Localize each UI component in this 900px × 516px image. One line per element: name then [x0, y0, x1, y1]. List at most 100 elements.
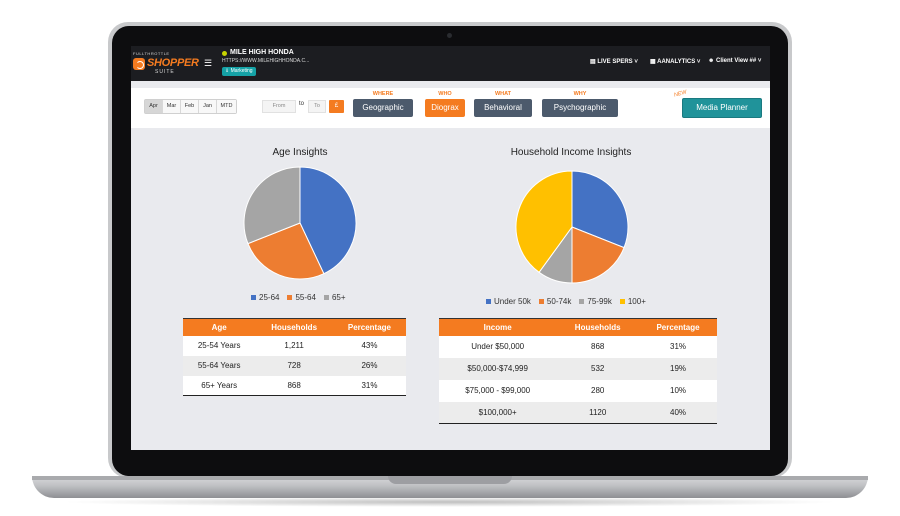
table-cell: 25-54 Years [183, 335, 256, 356]
segment-button-behavioral[interactable]: Behavioral [474, 99, 532, 117]
table-cell: $100,000+ [439, 401, 557, 424]
income-legend-item: 50-74k [538, 297, 572, 306]
pie-slice-25-64 [299, 166, 357, 275]
table-cell: 1,211 [255, 335, 333, 356]
income-table: Income Households Percentage Under $50,0… [439, 318, 717, 424]
table-cell: 31% [332, 375, 406, 396]
table-cell: 40% [639, 401, 717, 424]
marketing-tag-button[interactable]: ⇓ Marketing [222, 67, 256, 76]
column-header: Percentage [332, 318, 406, 336]
nav-client-view[interactable]: ☻ Client View ## ˅ [708, 58, 762, 64]
table-cell: 868 [255, 375, 333, 396]
nav-live-label: LIVE SPERS [597, 59, 633, 65]
table-cell: $75,000 - $99,000 [439, 379, 557, 402]
income-legend-label: 50-74k [546, 297, 572, 306]
legend-swatch [486, 299, 491, 304]
filter-toolbar: Apr Mar Feb Jan MTD From to To £ WHERE G… [131, 88, 770, 128]
table-cell: 65+ Years [183, 375, 256, 396]
media-planner-button[interactable]: Media Planner [682, 98, 762, 118]
table-header-row: Age Households Percentage [183, 318, 406, 336]
date-from-input[interactable]: From [262, 100, 296, 113]
date-to-label: to [299, 101, 305, 107]
table-cell: 26% [332, 355, 406, 376]
income-legend-label: 100+ [627, 297, 646, 306]
month-button-jan[interactable]: Jan [199, 100, 217, 113]
segment-header-where: WHERE [372, 91, 394, 97]
logo-main-text: SHOPPER [147, 57, 199, 69]
age-pie-chart [243, 166, 357, 280]
table-cell: 19% [639, 357, 717, 380]
table-cell: 280 [556, 379, 640, 402]
segment-header-why: WHY [573, 91, 587, 97]
legend-swatch [579, 299, 585, 304]
table-row: 65+ Years 868 31% [183, 375, 406, 396]
legend-swatch [538, 299, 544, 304]
age-legend-label: 65+ [331, 293, 346, 302]
pie-slice-100- [515, 170, 573, 274]
segment-header-who: WHO [438, 91, 452, 97]
nav-live-spers[interactable]: ▤ LIVE SPERS ˅ [590, 59, 638, 65]
app-logo[interactable]: FULLTHROTTLE SHOPPER SUITE [133, 51, 199, 77]
segment-header-what: WHAT [494, 91, 512, 97]
table-row: 55-64 Years 728 26% [183, 355, 406, 376]
table-cell: 43% [332, 335, 406, 356]
table-cell: 868 [556, 335, 640, 358]
legend-swatch [287, 295, 293, 300]
table-header-row: Income Households Percentage [439, 318, 717, 336]
income-legend-label: Under 50k [494, 297, 531, 306]
table-row: 25-54 Years 1,211 43% [183, 335, 406, 356]
age-legend-item: 25-64 [251, 293, 279, 302]
segment-button-psychographic[interactable]: Psychographic [542, 99, 618, 117]
legend-swatch [251, 295, 256, 300]
column-header: Households [255, 318, 333, 336]
table-row: Under $50,000 868 31% [439, 335, 717, 358]
pie-slice-55-64 [247, 222, 325, 280]
nav-analytics-label: AANALYTICS [657, 59, 696, 65]
month-button-mar[interactable]: Mar [163, 100, 181, 113]
date-apply-button[interactable]: £ [329, 100, 344, 113]
age-chart-title: Age Insights [272, 147, 328, 158]
pie-slice-under-50k [571, 170, 629, 249]
age-table: Age Households Percentage 25-54 Years 1,… [183, 318, 406, 396]
table-cell: Under $50,000 [439, 335, 557, 358]
laptop-base [32, 476, 868, 498]
pie-slice-50-74k [571, 226, 625, 284]
table-row: $100,000+ 1120 40% [439, 401, 717, 424]
client-url[interactable]: HTTPS://WWW.MILEHIGHHONDA.C... [222, 58, 310, 64]
table-cell: 532 [556, 357, 640, 380]
table-cell: $50,000-$74,999 [439, 357, 557, 380]
laptop-notch [388, 476, 512, 484]
segment-button-geographic[interactable]: Geographic [353, 99, 413, 117]
nav-client-view-label: Client View ## [715, 58, 757, 64]
income-legend-label: 75-99k [587, 297, 612, 306]
table-row: $75,000 - $99,000 280 10% [439, 379, 717, 402]
menu-icon[interactable]: ☰ [204, 58, 213, 68]
month-button-feb[interactable]: Feb [181, 100, 199, 113]
table-cell: 1120 [556, 401, 640, 424]
date-to-input[interactable]: To [308, 100, 326, 113]
income-legend: Under 50k 50-74k 75-99k 100+ [486, 297, 646, 306]
month-button-apr[interactable]: Apr [145, 100, 163, 113]
table-cell: 10% [639, 379, 717, 402]
column-header: Age [183, 318, 256, 336]
camera-icon [447, 33, 452, 38]
age-legend-item: 65+ [323, 293, 346, 302]
table-row: $50,000-$74,999 532 19% [439, 357, 717, 380]
table-cell: 728 [255, 355, 333, 376]
month-button-mtd[interactable]: MTD [217, 100, 236, 113]
top-nav-bar: FULLTHROTTLE SHOPPER SUITE ☰ MILE HIGH H… [131, 46, 770, 81]
column-header: Percentage [639, 318, 717, 336]
age-legend: 25-64 55-64 65+ [251, 293, 346, 302]
status-dot-icon [222, 51, 227, 56]
age-legend-label: 55-64 [295, 293, 316, 302]
income-legend-item: Under 50k [486, 297, 531, 306]
segment-button-demographic[interactable]: Diograx [425, 99, 465, 117]
app-screen: FULLTHROTTLE SHOPPER SUITE ☰ MILE HIGH H… [131, 46, 770, 450]
month-selector: Apr Mar Feb Jan MTD [144, 99, 237, 114]
marketing-tag-label: Marketing [230, 68, 253, 74]
table-cell: 31% [639, 335, 717, 358]
logo-icon [133, 58, 145, 70]
nav-analytics[interactable]: ▦ AANALYTICS ˅ [650, 59, 701, 65]
laptop-shadow [60, 497, 840, 507]
client-name: MILE HIGH HONDA [230, 49, 294, 56]
